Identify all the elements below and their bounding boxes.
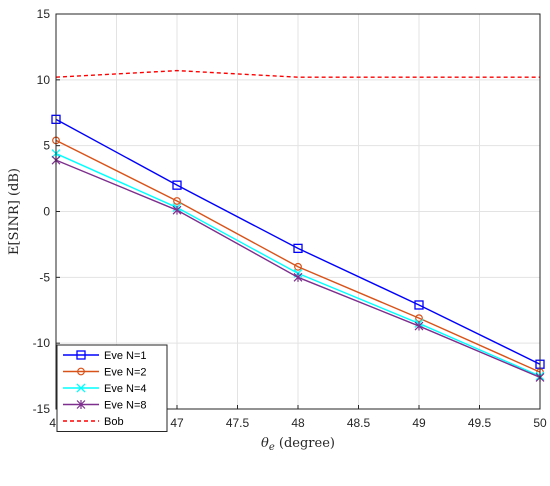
series-line — [55, 118, 541, 365]
legend-item: Eve N=4 — [63, 383, 147, 395]
axes-box — [55, 13, 541, 410]
square-marker — [293, 243, 303, 254]
x-axis-label-subscript: e — [269, 442, 275, 453]
x-tick-label: 48 — [291, 416, 305, 430]
series-0 — [51, 114, 545, 369]
x-tick-label: 47 — [170, 416, 184, 430]
y-axis-label: E[SINR] (dB) — [7, 168, 22, 255]
circle-marker — [415, 314, 423, 323]
legend-item: Eve N=2 — [63, 367, 147, 379]
circle-marker — [294, 262, 302, 271]
legend: Eve N=1 Eve N=2 Eve N=4 Eve N=8 Bob — [56, 344, 168, 432]
legend-label: Eve N=2 — [104, 367, 147, 379]
x-axis-label: θe (degree) — [261, 436, 335, 453]
legend-label: Bob — [104, 416, 124, 428]
square-marker — [172, 180, 182, 190]
x-tick-label: 49.5 — [468, 416, 492, 430]
x-axis-label-symbol: θ — [261, 436, 269, 451]
legend-label: Eve N=8 — [104, 400, 147, 412]
x-axis-label-unit: (degree) — [275, 436, 335, 451]
legend-label: Eve N=1 — [104, 350, 147, 362]
x-tick-label: 47.5 — [226, 416, 250, 430]
x-tick-label: 50 — [533, 416, 547, 430]
y-tick-label: 0 — [43, 205, 50, 219]
y-tick-label: -15 — [33, 402, 51, 416]
square-marker — [414, 300, 424, 310]
x-tick-label: 48.5 — [347, 416, 371, 430]
y-tick-label: -10 — [33, 336, 51, 350]
y-tick-label: 15 — [37, 7, 51, 21]
x-tick-label: 49 — [412, 416, 426, 430]
star-marker — [414, 321, 424, 331]
series-line — [55, 69, 540, 78]
y-tick-label: 10 — [37, 73, 51, 87]
y-tick-label: 5 — [43, 139, 50, 153]
star-marker — [172, 205, 182, 215]
series-4 — [55, 69, 540, 78]
legend-item: Eve N=1 — [63, 350, 147, 362]
x-marker — [76, 383, 86, 393]
square-marker — [76, 350, 86, 360]
series-line — [55, 139, 541, 373]
star-marker — [293, 272, 303, 282]
circle-marker — [173, 197, 181, 205]
legend-item: Eve N=8 — [63, 400, 147, 412]
legend-item: Bob — [63, 416, 124, 428]
series-layer — [51, 69, 545, 382]
legend-label: Eve N=4 — [104, 383, 147, 395]
circle-marker — [77, 367, 85, 376]
y-tick-label: -5 — [39, 270, 50, 284]
star-marker — [76, 400, 86, 409]
